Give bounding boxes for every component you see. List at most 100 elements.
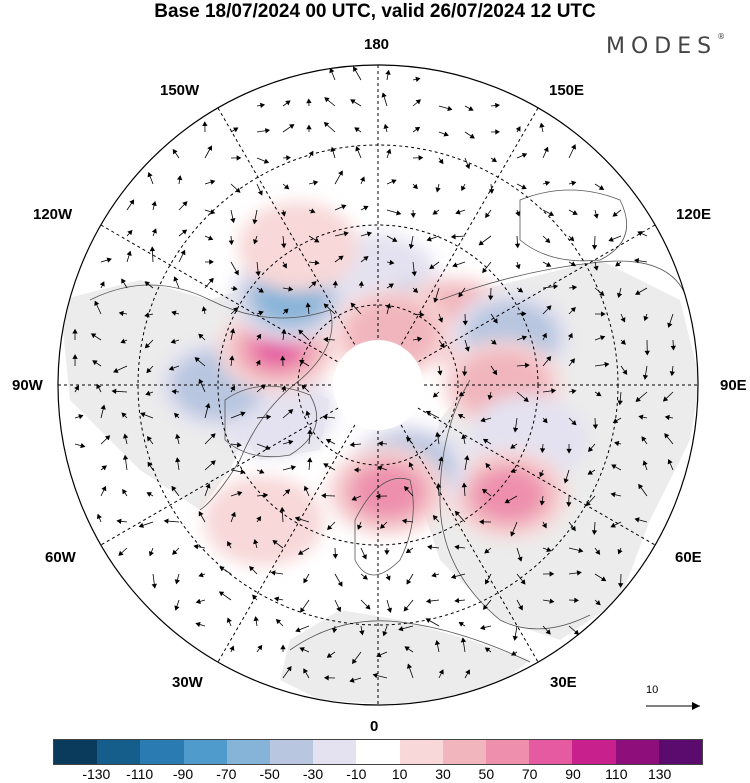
- wind-arrow-head: [405, 548, 412, 554]
- reference-vector-arrow: [646, 702, 700, 710]
- wind-arrow-head: [546, 546, 552, 553]
- wind-arrow-head: [611, 464, 617, 470]
- map-title: Base 18/07/2024 00 UTC, valid 26/07/2024…: [154, 1, 596, 22]
- lon-label-30w: 30W: [172, 674, 203, 691]
- wind-arrow-head: [401, 518, 407, 524]
- wind-arrow-head: [273, 596, 280, 602]
- wind-arrow-head: [468, 106, 474, 111]
- wind-arrow-head: [226, 617, 232, 623]
- wind-arrow-head: [236, 442, 242, 448]
- wind-arrow-head: [512, 635, 518, 641]
- wind-arrow-head: [210, 433, 216, 439]
- wind-arrow-head: [306, 124, 312, 130]
- wind-arrow-head: [349, 677, 355, 683]
- wind-arrow-head: [284, 489, 291, 495]
- wind-arrow-head: [539, 448, 546, 453]
- wind-arrow-head: [408, 461, 414, 468]
- lon-label-60e: 60E: [675, 549, 702, 566]
- wind-arrow-head: [452, 262, 458, 268]
- wind-arrow-head: [638, 414, 644, 420]
- wind-arrow-head: [332, 280, 338, 286]
- wind-arrow-head: [280, 211, 287, 217]
- wind-arrow-head: [462, 320, 468, 326]
- wind-arrow-head: [330, 146, 336, 153]
- wind-arrow-head: [549, 598, 555, 604]
- wind-arrow-head: [121, 278, 126, 284]
- wind-arrow-head: [275, 618, 282, 625]
- wind-arrow-head: [439, 342, 445, 349]
- wind-arrow-head: [574, 597, 580, 603]
- wind-arrow-head: [664, 414, 670, 421]
- wind-arrow-head: [460, 637, 467, 643]
- wind-arrow-head: [523, 396, 529, 402]
- wind-arrow-head: [118, 310, 124, 317]
- wind-arrow-head: [510, 531, 516, 537]
- colorbar: [53, 739, 703, 765]
- wind-arrow-head: [487, 394, 493, 400]
- wind-arrow-head: [578, 547, 584, 553]
- wind-arrow-head: [438, 158, 444, 165]
- wind-arrow-head: [404, 646, 410, 652]
- wind-arrow-head: [599, 290, 605, 296]
- wind-arrow-head: [521, 335, 528, 341]
- wind-arrow-head: [447, 105, 453, 112]
- wind-arrow-head: [230, 385, 235, 391]
- wind-arrow-head: [258, 310, 264, 316]
- wind-arrow-head: [311, 281, 317, 287]
- wind-arrow-head: [282, 263, 287, 269]
- wind-arrow-head: [118, 550, 124, 556]
- wind-arrow-head: [121, 412, 127, 418]
- wind-arrow-head: [667, 322, 673, 328]
- wind-arrow-head: [425, 410, 432, 416]
- colorbar-swatch: [54, 740, 98, 764]
- wind-arrow-head: [198, 511, 204, 517]
- wind-arrow-head: [383, 123, 389, 130]
- wind-arrow-head: [170, 338, 176, 344]
- wind-arrow-head: [310, 208, 316, 214]
- wind-arrow-head: [515, 126, 521, 132]
- wind-arrow-head: [576, 570, 582, 576]
- wind-arrow-head: [255, 271, 261, 277]
- colorbar-swatch: [615, 740, 659, 764]
- wind-arrow-head: [543, 146, 549, 153]
- wind-arrow-head: [491, 157, 498, 163]
- wind-arrow-head: [541, 522, 547, 529]
- wind-arrow-head: [209, 259, 214, 265]
- colorbar-swatch: [442, 740, 487, 764]
- wind-arrow-head: [120, 338, 126, 344]
- wind-arrow-head: [443, 131, 449, 137]
- wind-arrow-head: [642, 374, 649, 380]
- wind-arrow-head: [408, 244, 415, 250]
- wind-arrow-head: [432, 392, 439, 398]
- wind-arrow-head: [596, 391, 602, 397]
- wind-arrow-head: [151, 228, 157, 234]
- wind-arrow-head: [72, 354, 78, 359]
- wind-arrow-head: [255, 359, 261, 366]
- wind-arrow-head: [411, 271, 417, 277]
- wind-arrow-head: [415, 76, 421, 82]
- wind-arrow-head: [461, 482, 468, 488]
- wind-arrow-head: [432, 515, 438, 521]
- wind-arrow-head: [229, 328, 236, 334]
- wind-arrow-head: [637, 231, 643, 236]
- wind-arrow-head: [94, 300, 100, 307]
- wind-arrow-head: [257, 190, 263, 196]
- wind-arrow-head: [258, 287, 264, 293]
- wind-arrow-head: [236, 155, 242, 161]
- wind-arrow-head: [171, 388, 177, 395]
- wind-arrow-head: [608, 236, 614, 242]
- colorbar-swatch: [183, 740, 227, 764]
- wind-arrow-head: [438, 456, 444, 462]
- wind-arrow-head: [279, 506, 286, 512]
- wind-arrow-head: [419, 311, 425, 318]
- wind-arrow-head: [198, 572, 204, 578]
- wind-arrow-head: [669, 371, 675, 377]
- wind-arrow-head: [168, 365, 175, 371]
- wind-arrow-head: [462, 371, 468, 377]
- wind-arrow-head: [517, 556, 523, 562]
- wind-arrow-head: [614, 440, 620, 447]
- wind-arrow-head: [240, 469, 246, 475]
- wind-arrow-head: [294, 516, 301, 522]
- wind-arrow-head: [96, 513, 102, 520]
- wind-arrow-head: [303, 578, 309, 584]
